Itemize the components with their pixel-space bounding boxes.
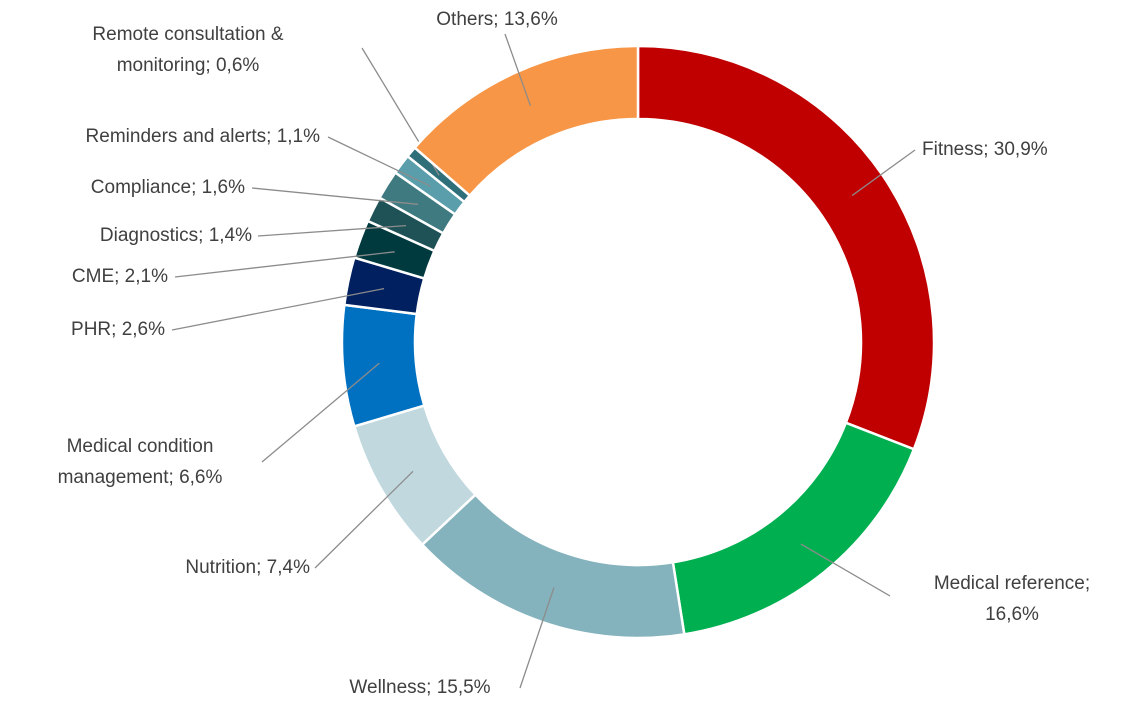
data-label: Reminders and alerts; 1,1% bbox=[86, 126, 321, 147]
data-label: monitoring; 0,6% bbox=[117, 55, 260, 76]
data-label: management; 6,6% bbox=[58, 467, 223, 488]
leader-line bbox=[257, 224, 407, 237]
leader-line bbox=[251, 187, 419, 205]
leader-line bbox=[327, 136, 431, 187]
data-label: Nutrition; 7,4% bbox=[185, 557, 310, 578]
leader-line bbox=[800, 543, 891, 597]
data-label: PHR; 2,6% bbox=[71, 319, 165, 340]
data-label: Medical condition bbox=[67, 436, 214, 457]
donut-segment bbox=[636, 44, 936, 451]
leader-line bbox=[504, 33, 532, 107]
data-label: Compliance; 1,6% bbox=[91, 177, 245, 198]
leader-line bbox=[261, 362, 380, 463]
data-label: Others; 13,6% bbox=[436, 9, 558, 30]
donut-segment bbox=[340, 303, 426, 428]
data-label: Remote consultation & bbox=[92, 24, 283, 45]
data-label: Fitness; 30,9% bbox=[922, 139, 1048, 160]
data-label: Wellness; 15,5% bbox=[349, 677, 490, 698]
leader-line bbox=[851, 149, 916, 196]
donut-segment bbox=[412, 44, 640, 198]
leader-line bbox=[174, 251, 395, 278]
donut-segment bbox=[420, 492, 686, 640]
data-label: Medical reference; bbox=[934, 573, 1090, 594]
leader-line bbox=[314, 470, 414, 569]
data-label: 16,6% bbox=[985, 604, 1039, 625]
data-label: CME; 2,1% bbox=[72, 266, 168, 287]
data-label: Diagnostics; 1,4% bbox=[100, 225, 252, 246]
leader-line bbox=[519, 587, 555, 689]
leader-line bbox=[171, 287, 385, 331]
donut-segment bbox=[671, 421, 916, 636]
